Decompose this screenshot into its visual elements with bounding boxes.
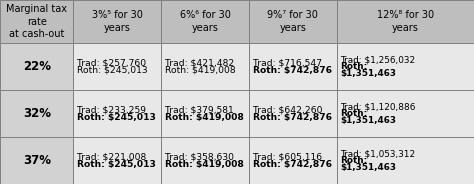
- FancyBboxPatch shape: [73, 43, 161, 90]
- Text: Trad: $1,256,032: Trad: $1,256,032: [340, 55, 415, 64]
- Text: 22%: 22%: [23, 60, 51, 73]
- FancyBboxPatch shape: [161, 43, 249, 90]
- Text: Roth: $742,876: Roth: $742,876: [253, 66, 332, 75]
- FancyBboxPatch shape: [337, 0, 474, 43]
- Text: Marginal tax
rate
at cash-out: Marginal tax rate at cash-out: [6, 4, 67, 39]
- FancyBboxPatch shape: [249, 90, 337, 137]
- Text: Trad: $379,581: Trad: $379,581: [165, 106, 234, 115]
- FancyBboxPatch shape: [0, 137, 73, 184]
- FancyBboxPatch shape: [0, 43, 73, 90]
- FancyBboxPatch shape: [337, 137, 474, 184]
- FancyBboxPatch shape: [249, 43, 337, 90]
- Text: 3%⁵ for 30
years: 3%⁵ for 30 years: [92, 10, 143, 33]
- Text: Roth: $419,008: Roth: $419,008: [165, 113, 244, 122]
- Text: 9%⁷ for 30
years: 9%⁷ for 30 years: [267, 10, 318, 33]
- FancyBboxPatch shape: [161, 0, 249, 43]
- Text: 12%⁸ for 30
years: 12%⁸ for 30 years: [377, 10, 434, 33]
- Text: Roth:: Roth:: [340, 62, 367, 71]
- Text: 37%: 37%: [23, 154, 51, 167]
- Text: Roth: $742,876: Roth: $742,876: [253, 113, 332, 122]
- Text: Roth: $245,013: Roth: $245,013: [77, 160, 156, 169]
- Text: Roth:: Roth:: [340, 109, 367, 118]
- Text: $1,351,463: $1,351,463: [340, 163, 396, 172]
- Text: Roth: $742,876: Roth: $742,876: [253, 160, 332, 169]
- Text: Roth: $419,008: Roth: $419,008: [165, 160, 244, 169]
- FancyBboxPatch shape: [0, 0, 73, 43]
- Text: Trad: $421,482: Trad: $421,482: [165, 59, 234, 68]
- Text: Roth: $419,008: Roth: $419,008: [165, 66, 236, 75]
- Text: Trad: $1,053,312: Trad: $1,053,312: [340, 149, 415, 158]
- Text: Trad: $642,260: Trad: $642,260: [253, 106, 322, 115]
- FancyBboxPatch shape: [73, 0, 161, 43]
- FancyBboxPatch shape: [73, 90, 161, 137]
- FancyBboxPatch shape: [0, 90, 73, 137]
- FancyBboxPatch shape: [161, 90, 249, 137]
- Text: 32%: 32%: [23, 107, 51, 120]
- Text: Trad: $1,120,886: Trad: $1,120,886: [340, 102, 416, 111]
- Text: $1,351,463: $1,351,463: [340, 69, 396, 78]
- Text: $1,351,463: $1,351,463: [340, 116, 396, 125]
- FancyBboxPatch shape: [73, 137, 161, 184]
- FancyBboxPatch shape: [337, 43, 474, 90]
- Text: Trad: $358,630: Trad: $358,630: [165, 153, 234, 162]
- Text: Trad: $221,008: Trad: $221,008: [77, 153, 146, 162]
- Text: Roth:: Roth:: [340, 156, 367, 165]
- FancyBboxPatch shape: [161, 137, 249, 184]
- Text: Roth: $245,013: Roth: $245,013: [77, 113, 156, 122]
- Text: 6%⁶ for 30
years: 6%⁶ for 30 years: [180, 10, 230, 33]
- FancyBboxPatch shape: [249, 0, 337, 43]
- Text: Trad: $257,760: Trad: $257,760: [77, 59, 146, 68]
- FancyBboxPatch shape: [249, 137, 337, 184]
- Text: Roth: $245,013: Roth: $245,013: [77, 66, 148, 75]
- Text: Trad: $716,547: Trad: $716,547: [253, 59, 322, 68]
- Text: Trad: $233,259: Trad: $233,259: [77, 106, 146, 115]
- Text: Trad: $605,116: Trad: $605,116: [253, 153, 322, 162]
- FancyBboxPatch shape: [337, 90, 474, 137]
